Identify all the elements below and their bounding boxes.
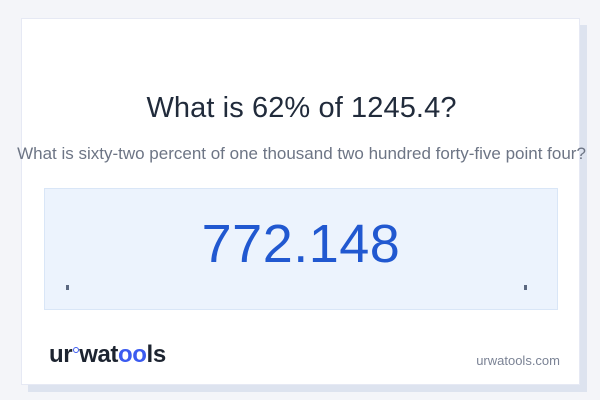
clipped-text-speck-right [524, 285, 527, 290]
question-subtitle: What is sixty-two percent of one thousan… [17, 144, 586, 163]
site-watermark: urwatools.com [476, 353, 560, 368]
subtitle-container: What is sixty-two percent of one thousan… [0, 144, 600, 164]
page-title: What is 62% of 1245.4? [146, 92, 457, 125]
result-box: 772.148 [44, 188, 558, 310]
logo-text-segment-4: ls [146, 341, 167, 368]
clipped-text-speck-left [66, 285, 69, 290]
calculation-card: What is 62% of 1245.4? What is sixty-two… [17, 18, 586, 385]
logo-ring-icon [72, 347, 79, 353]
logo-text-segment-2: wat [79, 341, 119, 368]
result-value: 772.148 [201, 214, 401, 274]
logo-text-segment-1: ur [49, 341, 73, 368]
logo-text-segment-3: oo [118, 341, 147, 368]
urwatools-logo[interactable]: ur watools [49, 341, 166, 369]
